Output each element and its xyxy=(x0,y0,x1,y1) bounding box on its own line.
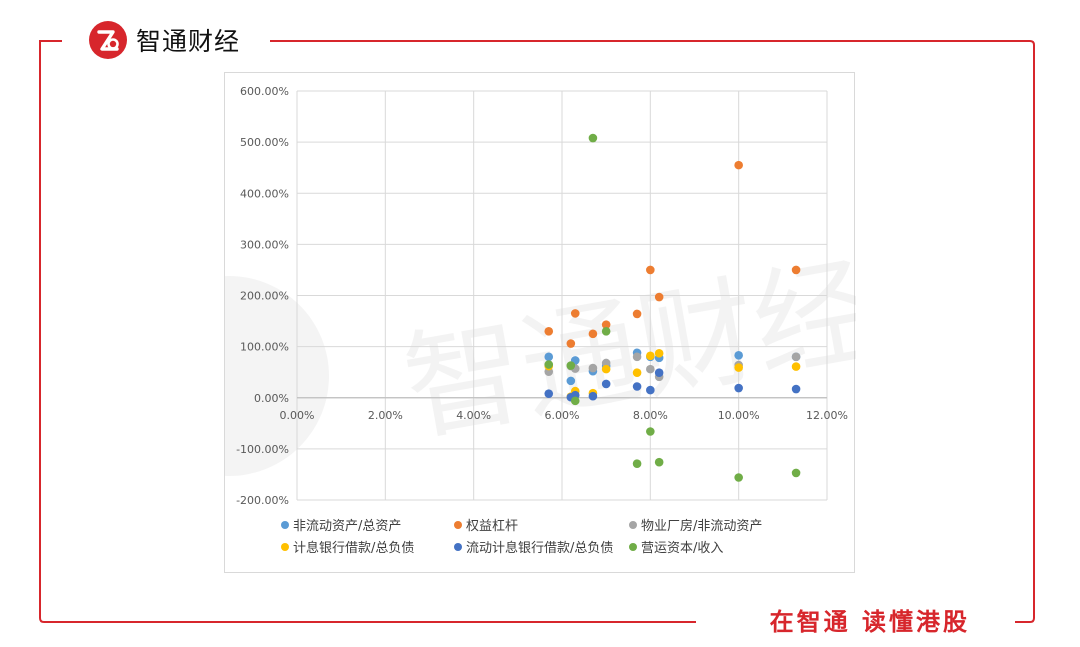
data-point xyxy=(601,326,611,336)
data-point xyxy=(588,133,598,143)
slogan: 在智通 读懂港股 xyxy=(759,602,980,637)
data-point xyxy=(566,361,576,370)
data-points xyxy=(544,133,801,482)
data-point xyxy=(646,351,655,361)
brand-logo-icon xyxy=(89,21,127,59)
x-tick-label: 4.00% xyxy=(456,409,491,422)
y-tick-label: -100.00% xyxy=(236,443,289,456)
data-point xyxy=(632,368,642,377)
x-tick-label: 0.00% xyxy=(280,409,315,422)
legend-marker xyxy=(454,543,462,551)
brand-name: 智通财经 xyxy=(136,27,241,56)
x-tick-label: 2.00% xyxy=(368,409,403,422)
data-point xyxy=(734,351,743,360)
data-point xyxy=(646,427,655,436)
data-point xyxy=(570,309,580,318)
grid xyxy=(296,90,828,501)
data-point xyxy=(654,368,664,377)
x-tick-label: 10.00% xyxy=(718,409,760,422)
data-point xyxy=(601,320,611,329)
data-point xyxy=(566,339,576,348)
y-tick-label: 100.00% xyxy=(240,341,289,354)
data-point xyxy=(632,309,642,319)
data-point xyxy=(566,376,576,386)
chart-container: 智通财经 600.00% 500.00% 400.00% 300.00% 200.00%… xyxy=(224,72,856,573)
data-point xyxy=(791,265,801,275)
data-point xyxy=(632,459,642,469)
data-point xyxy=(734,160,743,170)
data-point xyxy=(601,364,611,374)
legend-label: 营运资本/收入 xyxy=(641,541,723,556)
legend-label: 计息银行借款/总负债 xyxy=(293,540,414,556)
data-point xyxy=(791,352,801,362)
data-point xyxy=(632,382,642,391)
data-point xyxy=(588,391,598,401)
data-point xyxy=(791,384,801,394)
data-point xyxy=(791,362,801,371)
y-tick-label: 500.00% xyxy=(240,136,289,149)
legend-marker xyxy=(281,543,289,551)
data-point xyxy=(646,385,655,395)
legend-item: 计息银行借款/总负债 xyxy=(281,540,414,556)
watermark-text: 智通财经 xyxy=(394,240,856,458)
legend-label: 权益杠杆 xyxy=(466,518,518,534)
legend-item: 权益杠杆 xyxy=(454,518,518,534)
legend-item: 物业厂房/非流动资产 xyxy=(629,518,762,534)
axes: 600.00% 500.00% 400.00% 300.00% 200.00% 100.0… xyxy=(236,85,848,507)
y-tick-label: 300.00% xyxy=(240,238,289,251)
legend-item: 非流动资产/总资产 xyxy=(281,519,401,534)
data-point xyxy=(654,457,664,467)
y-tick-label: -200.00% xyxy=(236,494,289,507)
legend-marker xyxy=(454,521,462,529)
brand-header: 智通财经 xyxy=(84,18,249,62)
data-point xyxy=(734,363,743,372)
watermark: 智通财经 xyxy=(225,240,856,476)
scatter-chart: 智通财经 600.00% 500.00% 400.00% 300.00% 200.00%… xyxy=(225,85,856,556)
frame-line xyxy=(38,40,696,623)
data-point xyxy=(544,360,554,369)
y-tick-label: 0.00% xyxy=(254,392,289,405)
data-point xyxy=(654,292,664,302)
data-point xyxy=(646,265,655,275)
legend-label: 非流动资产/总资产 xyxy=(293,519,401,534)
data-point xyxy=(544,352,554,362)
legend-item: 营运资本/收入 xyxy=(629,541,723,556)
x-tick-label: 8.00% xyxy=(633,409,668,422)
data-point xyxy=(544,326,554,336)
data-point xyxy=(791,468,801,478)
data-point xyxy=(588,329,598,339)
legend-item: 流动计息银行借款/总负债 xyxy=(454,540,613,556)
data-point xyxy=(646,364,655,374)
data-point xyxy=(544,389,554,398)
data-point xyxy=(734,473,743,482)
legend-label: 物业厂房/非流动资产 xyxy=(641,518,762,534)
legend-label: 流动计息银行借款/总负债 xyxy=(466,540,613,556)
watermark-logo-icon xyxy=(225,276,329,476)
legend-marker xyxy=(281,521,289,529)
data-point xyxy=(601,379,611,389)
y-tick-label: 200.00% xyxy=(240,290,289,303)
data-point xyxy=(632,352,642,362)
x-tick-label: 12.00% xyxy=(806,409,848,422)
data-point xyxy=(654,348,664,358)
frame-line xyxy=(270,40,1035,623)
x-tick-label: 6.00% xyxy=(545,409,580,422)
data-point xyxy=(588,363,598,373)
y-tick-label: 400.00% xyxy=(240,187,289,200)
y-tick-label: 600.00% xyxy=(240,85,289,98)
data-point xyxy=(601,358,611,368)
data-point xyxy=(734,383,743,393)
legend-marker xyxy=(629,521,637,529)
legend-marker xyxy=(629,543,637,551)
data-point xyxy=(570,396,580,406)
